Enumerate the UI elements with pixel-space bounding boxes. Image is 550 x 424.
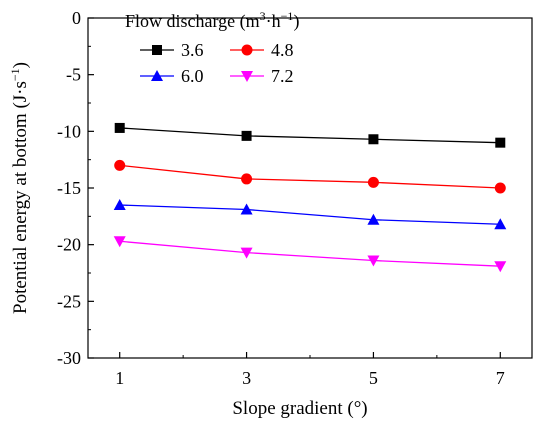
series-7.2: [113, 236, 507, 273]
y-tick-label: 0: [72, 8, 81, 28]
series-layer: [113, 122, 507, 273]
data-point: [114, 159, 126, 171]
legend-entry: 4.8: [230, 40, 294, 60]
series-line: [119, 204, 501, 225]
data-point: [367, 213, 380, 225]
legend-title: Flow discharge (m3·h−1): [125, 9, 299, 32]
x-axis-label: Slope gradient (°): [232, 398, 367, 419]
legend-marker: [241, 71, 253, 82]
data-point: [494, 182, 506, 194]
data-point: [240, 203, 253, 215]
data-point: [495, 137, 506, 148]
x-tick-label: 1: [115, 368, 124, 388]
series-4.8: [114, 159, 506, 194]
plot-border: [87, 17, 533, 359]
data-point: [113, 236, 126, 248]
series-line: [119, 240, 501, 267]
data-point: [367, 255, 380, 267]
y-tick-label: -25: [57, 291, 81, 311]
legend: Flow discharge (m3·h−1) 3.6 4.8 6.0 7.2: [125, 9, 299, 86]
plot-frame: [87, 17, 533, 359]
legend-label: 4.8: [271, 40, 294, 60]
legend-entry: 3.6: [140, 40, 204, 60]
data-point: [494, 218, 507, 230]
data-point: [241, 173, 253, 185]
y-tick-label: -10: [57, 121, 81, 141]
y-tick-label: -30: [57, 348, 81, 368]
legend-label: 7.2: [271, 66, 294, 86]
data-point: [367, 176, 379, 188]
x-axis: 1 3 5 7: [115, 352, 505, 388]
y-tick-label: -5: [66, 65, 81, 85]
legend-marker: [151, 70, 163, 81]
data-point: [240, 247, 253, 259]
series-line: [119, 164, 501, 189]
data-point: [241, 130, 252, 141]
legend-marker: [152, 45, 162, 55]
data-point: [113, 199, 126, 210]
y-axis-label: Potential energy at bottom (J·s−1): [8, 62, 31, 314]
data-point: [494, 261, 507, 273]
legend-label: 3.6: [181, 40, 204, 60]
series-line: [119, 127, 501, 144]
x-tick-label: 7: [496, 368, 505, 388]
y-tick-label: -20: [57, 235, 81, 255]
series-3.6: [114, 122, 506, 148]
series-6.0: [113, 199, 507, 230]
data-point: [368, 134, 379, 145]
legend-label: 6.0: [181, 66, 204, 86]
y-tick-label: -15: [57, 178, 81, 198]
x-tick-label: 3: [242, 368, 251, 388]
legend-entry: 6.0: [140, 66, 204, 86]
x-tick-label: 5: [369, 368, 378, 388]
legend-marker: [241, 44, 253, 56]
legend-entry: 7.2: [230, 66, 294, 86]
data-point: [114, 122, 125, 133]
y-axis: 0 -5 -10 -15 -20 -25 -30: [57, 8, 94, 368]
